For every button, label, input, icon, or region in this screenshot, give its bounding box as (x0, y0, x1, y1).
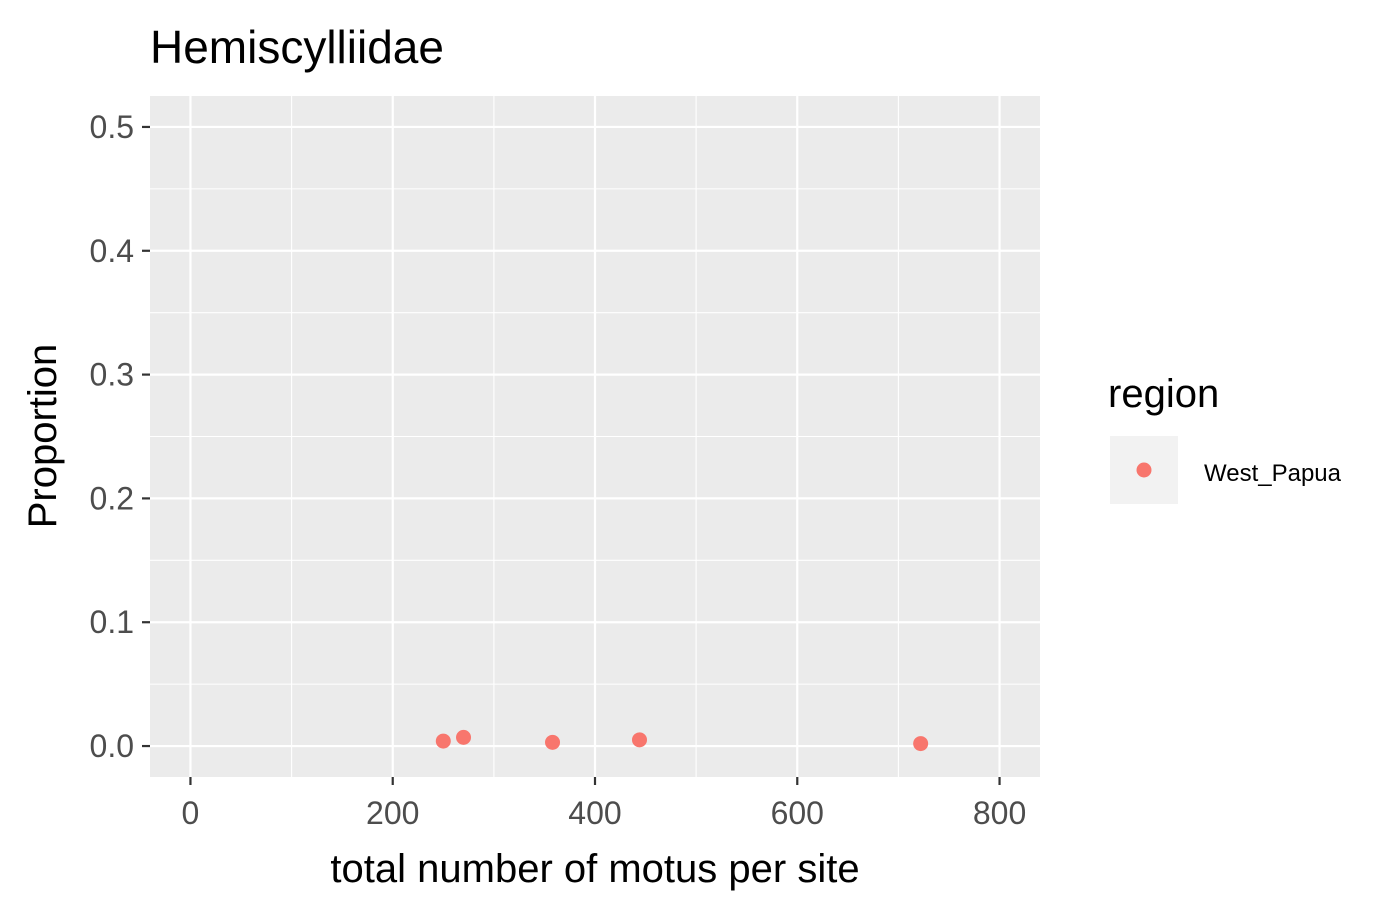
y-tick-label: 0.4 (90, 233, 134, 269)
legend: region West_Papua (1108, 372, 1342, 504)
major-gridlines (150, 96, 1040, 777)
chart-title: Hemiscylliidae (150, 21, 444, 73)
data-point (456, 729, 472, 745)
y-tick-label: 0.1 (90, 604, 134, 640)
data-point (632, 732, 647, 748)
y-tick-label: 0.2 (90, 480, 134, 516)
x-tick-label: 800 (973, 795, 1026, 831)
y-tick-label: 0.5 (90, 109, 134, 145)
data-point (435, 733, 451, 749)
y-tick-label: 0.0 (90, 728, 134, 764)
data-point (913, 736, 929, 752)
x-tick-label: 0 (182, 795, 200, 831)
x-tick-label: 400 (568, 795, 621, 831)
legend-title: region (1108, 372, 1219, 416)
x-tick-label: 200 (366, 795, 419, 831)
y-axis: 0.0 0.1 0.2 0.3 0.4 0.5 (90, 109, 150, 764)
data-point (545, 734, 561, 750)
legend-label-west-papua: West_Papua (1204, 460, 1342, 487)
data-points (435, 729, 929, 752)
y-tick-label: 0.3 (90, 357, 134, 393)
x-axis-title: total number of motus per site (330, 847, 859, 891)
x-axis: 0 200 400 600 800 (182, 777, 1026, 831)
x-tick-label: 600 (771, 795, 824, 831)
y-axis-title: Proportion (21, 344, 65, 529)
legend-key-point (1136, 462, 1152, 478)
